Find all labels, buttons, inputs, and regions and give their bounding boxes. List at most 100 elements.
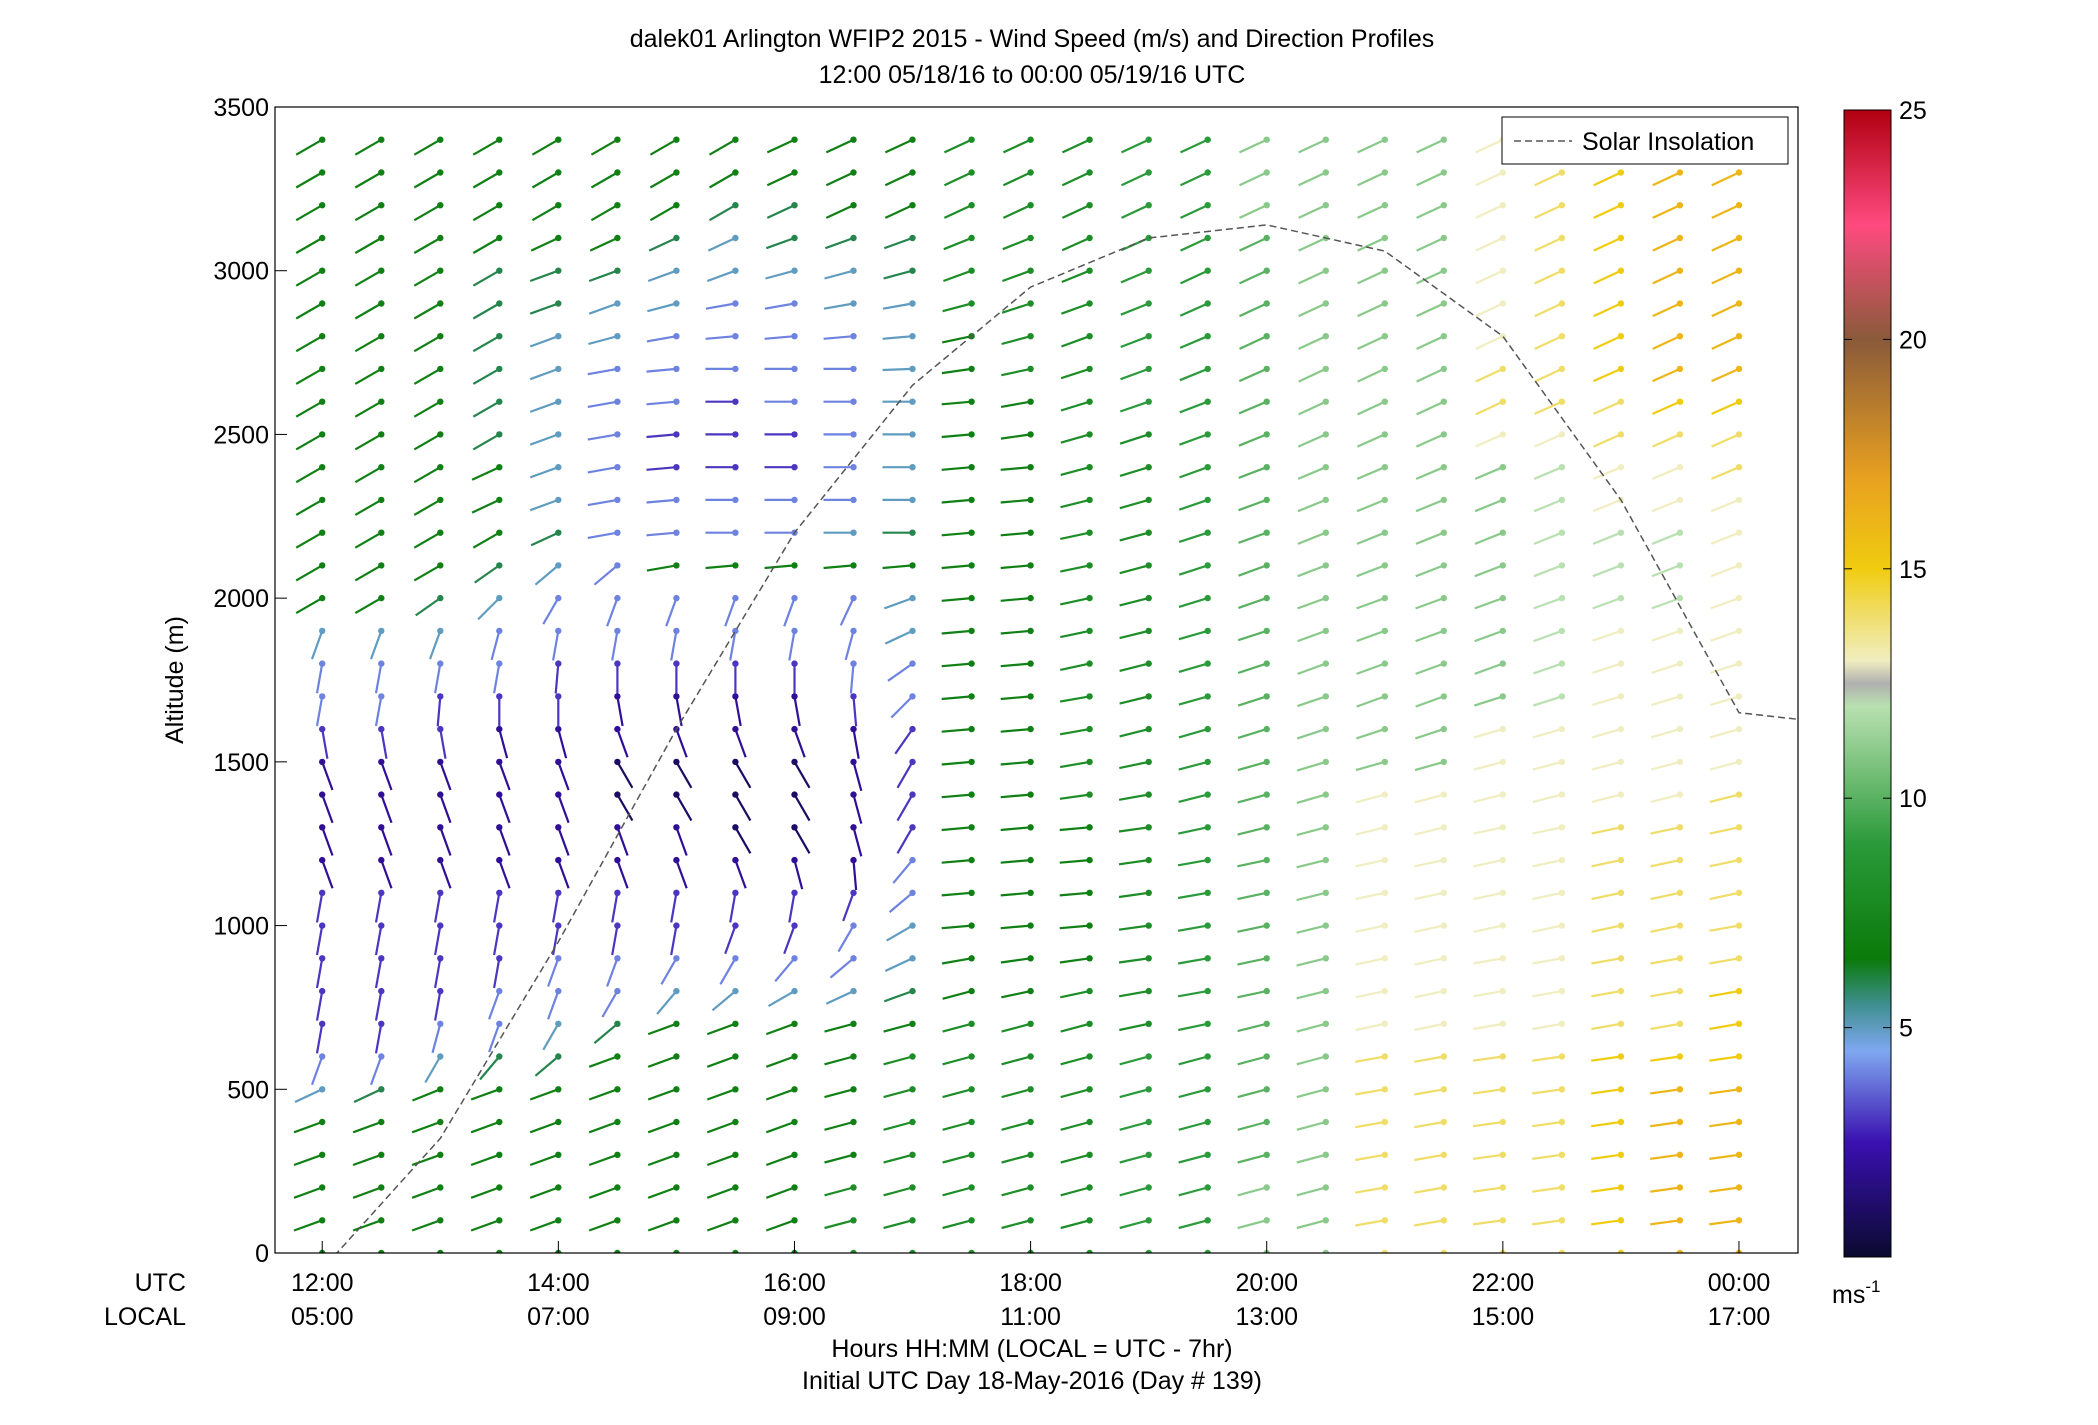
wind-barb-staff <box>942 1120 972 1131</box>
wind-barb-dot <box>968 1053 975 1060</box>
wind-barb-dot <box>1086 529 1093 536</box>
wind-barb-staff <box>896 761 914 789</box>
wind-barb-staff <box>1297 531 1327 545</box>
wind-barb-staff <box>660 957 678 985</box>
wind-barb-staff <box>1237 760 1268 772</box>
wind-barb-staff <box>1060 466 1090 476</box>
wind-barb-dot <box>1322 1053 1330 1060</box>
wind-barb-staff <box>1297 629 1327 643</box>
wind-barb-staff <box>1534 302 1563 318</box>
wind-barb-dot <box>1027 398 1034 405</box>
wind-barb-staff <box>706 1219 736 1232</box>
wind-barb-staff <box>887 662 914 682</box>
wind-barb-staff <box>1296 891 1327 902</box>
wind-barb-staff <box>295 302 323 320</box>
wind-barb-dot <box>1027 202 1034 209</box>
wind-barb-dot <box>791 955 798 962</box>
wind-barb-staff <box>1414 1186 1444 1194</box>
wind-barb-staff <box>1059 793 1090 800</box>
wind-barb-staff <box>1060 498 1090 509</box>
wind-barb-staff <box>1414 793 1445 804</box>
wind-barb-dot <box>1322 1020 1330 1027</box>
wind-barb-staff <box>488 990 501 1020</box>
wind-barb-dot <box>1145 856 1152 864</box>
wind-barb-dot <box>1263 431 1270 438</box>
wind-barb-dot <box>555 300 562 307</box>
wind-barb-dot <box>437 529 444 536</box>
wind-barb-dot <box>1499 1020 1507 1027</box>
wind-barb-staff <box>498 826 511 856</box>
local-row-label: LOCAL <box>104 1303 186 1331</box>
wind-barb-dot <box>496 464 503 471</box>
wind-barb-staff <box>708 204 736 222</box>
wind-barb-dot <box>496 398 503 405</box>
wind-barb-dot <box>1145 1151 1152 1159</box>
wind-barb-staff <box>647 1120 677 1134</box>
wind-barb-dot <box>1676 987 1684 995</box>
wind-barb-dot <box>1440 725 1448 733</box>
wind-barb-staff <box>890 695 914 719</box>
wind-barb-staff <box>829 957 855 979</box>
wind-barb-dot <box>1381 464 1389 471</box>
wind-barb-staff <box>472 138 500 156</box>
wind-barb-staff <box>1059 728 1090 736</box>
wind-barb-dot <box>378 660 385 667</box>
wind-barb-staff <box>1178 1153 1208 1164</box>
wind-barb-dot <box>1440 1053 1448 1060</box>
wind-barb-dot <box>1322 627 1330 635</box>
wind-barb-staff <box>588 302 618 315</box>
wind-barb-staff <box>705 302 736 310</box>
wind-barb-dot <box>1322 955 1330 962</box>
wind-barb-staff <box>352 1153 382 1167</box>
wind-barb-dot <box>496 1053 503 1060</box>
wind-barb-staff <box>439 794 452 824</box>
wind-barb-staff <box>1475 237 1504 252</box>
wind-barb-dot <box>1617 1151 1625 1159</box>
wind-barb-dot <box>1676 725 1684 733</box>
y-axis-label: Altitude (m) <box>161 616 189 744</box>
wind-barb-staff <box>1179 302 1209 317</box>
wind-barb-staff <box>1357 138 1386 154</box>
wind-barb-dot <box>614 529 621 536</box>
wind-barb-staff <box>1357 204 1386 219</box>
wind-barb-dot <box>614 562 621 569</box>
wind-barb-staff <box>1296 728 1327 740</box>
wind-barb-dot <box>319 562 326 569</box>
colorbar-tick-label: 20 <box>1899 326 1927 354</box>
wind-barb-dot <box>1145 496 1152 504</box>
wind-barb-dot <box>1322 202 1330 209</box>
wind-barb-staff <box>1591 1153 1622 1160</box>
wind-barb-dot <box>1440 1184 1448 1191</box>
wind-barb-staff <box>1238 498 1268 512</box>
wind-barb-dot <box>1558 300 1566 307</box>
wind-barb-dot <box>791 1151 798 1159</box>
wind-barb-staff <box>1059 924 1090 930</box>
y-tick-label: 2000 <box>213 585 269 613</box>
wind-barb-dot <box>1322 1217 1330 1224</box>
wind-barb-dot <box>1381 300 1389 307</box>
wind-barb-staff <box>1532 760 1563 771</box>
wind-barb-staff <box>413 400 441 418</box>
wind-barb-staff <box>941 367 972 375</box>
wind-barb-dot <box>1263 169 1270 176</box>
wind-barb-staff <box>315 892 324 923</box>
wind-barb-staff <box>670 892 678 923</box>
wind-barb-staff <box>493 663 501 694</box>
wind-barb-staff <box>1000 826 1031 832</box>
wind-barb-dot <box>1204 889 1211 896</box>
wind-barb-dot <box>791 1118 798 1126</box>
wind-barb-staff <box>941 695 972 701</box>
wind-barb-dot <box>1676 758 1684 766</box>
wind-barb-dot <box>614 1086 621 1093</box>
x-tick-label-local: 09:00 <box>763 1303 826 1331</box>
wind-barb-dot <box>968 267 975 274</box>
wind-barb-dot <box>791 300 798 307</box>
wind-barb-staff <box>413 433 441 451</box>
wind-barb-staff <box>1119 597 1149 607</box>
wind-barb-dot <box>1086 725 1093 733</box>
wind-barb-dot <box>850 627 857 635</box>
wind-barb-staff <box>1061 171 1091 187</box>
wind-barb-staff <box>824 1186 854 1197</box>
wind-barb-dot <box>1322 136 1330 143</box>
